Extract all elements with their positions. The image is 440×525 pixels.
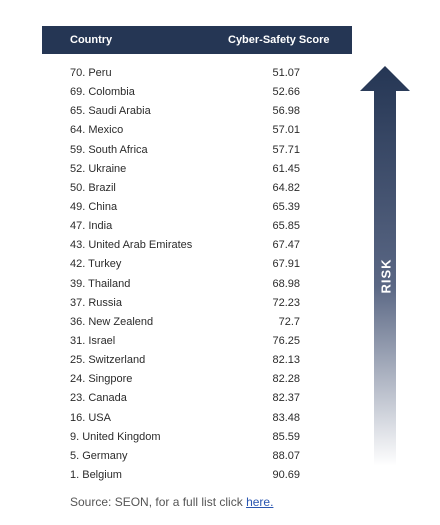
table-row: 70. Peru 51.07 [0,64,360,83]
score-cell: 57.01 [272,124,300,137]
score-cell: 83.48 [272,411,300,424]
country-cell: 47. India [70,220,113,233]
risk-label: RISK [378,258,394,294]
country-cell: 50. Brazil [70,181,116,194]
table-row: 37. Russia 72.23 [0,294,360,313]
table-row: 47. India 65.85 [0,217,360,236]
score-cell: 90.69 [272,468,300,481]
country-cell: 31. Israel [70,334,116,347]
country-cell: 23. Canada [70,392,127,405]
country-cell: 49. China [70,200,118,213]
score-cell: 76.25 [272,334,300,347]
table-header: Country Cyber-Safety Score [42,26,352,54]
score-cell: 65.39 [272,200,300,213]
table-row: 16. USA 83.48 [0,409,360,428]
table-row: 39. Thailand 68.98 [0,275,360,294]
score-cell: 72.7 [278,315,300,328]
table-row: 1. Belgium 90.69 [0,466,360,485]
country-cell: 5. Germany [70,449,128,462]
source-link[interactable]: here. [246,495,274,509]
score-cell: 57.71 [272,143,300,156]
source-note: Source: SEON, for a full list click here… [70,495,273,509]
score-cell: 88.07 [272,449,300,462]
country-cell: 52. Ukraine [70,162,127,175]
table-row: 25. Switzerland 82.13 [0,351,360,370]
table-row: 64. Mexico 57.01 [0,121,360,140]
score-cell: 56.98 [272,105,300,118]
score-cell: 82.28 [272,373,300,386]
score-cell: 52.66 [272,86,300,99]
table-row: 24. Singpore 82.28 [0,370,360,389]
score-cell: 68.98 [272,277,300,290]
score-cell: 82.37 [272,392,300,405]
country-cell: 69. Colombia [70,86,135,99]
ranking-table-body: 70. Peru 51.07 69. Colombia 52.66 65. Saudi … [0,64,360,485]
country-cell: 9. United Kingdom [70,430,161,443]
table-row: 31. Israel 76.25 [0,332,360,351]
table-row: 42. Turkey 67.91 [0,255,360,274]
country-column-header: Country [70,34,113,46]
country-cell: 43. United Arab Emirates [70,239,193,252]
score-cell: 65.85 [272,220,300,233]
table-row: 69. Colombia 52.66 [0,83,360,102]
score-cell: 67.47 [272,239,300,252]
country-cell: 70. Peru [70,67,112,79]
country-cell: 37. Russia [70,296,122,309]
score-column-header: Cyber-Safety Score [228,34,330,46]
score-cell: 51.07 [272,67,300,79]
table-row: 52. Ukraine 61.45 [0,160,360,179]
country-cell: 39. Thailand [70,277,131,290]
country-cell: 65. Saudi Arabia [70,105,151,118]
score-cell: 61.45 [272,162,300,175]
country-cell: 42. Turkey [70,258,122,271]
table-row: 50. Brazil 64.82 [0,179,360,198]
score-cell: 67.91 [272,258,300,271]
country-cell: 16. USA [70,411,111,424]
table-row: 5. Germany 88.07 [0,447,360,466]
table-row: 36. New Zealend 72.7 [0,313,360,332]
table-row: 23. Canada 82.37 [0,389,360,408]
country-cell: 36. New Zealend [70,315,154,328]
country-cell: 59. South Africa [70,143,148,156]
risk-arrow-icon [360,66,410,466]
table-row: 9. United Kingdom 85.59 [0,428,360,447]
score-cell: 64.82 [272,181,300,194]
table-row: 59. South Africa 57.71 [0,141,360,160]
country-cell: 1. Belgium [70,468,122,481]
source-text: Source: SEON, for a full list click [70,495,247,509]
table-row: 49. China 65.39 [0,198,360,217]
country-cell: 24. Singpore [70,373,133,386]
score-cell: 72.23 [272,296,300,309]
country-cell: 25. Switzerland [70,354,146,367]
country-cell: 64. Mexico [70,124,124,137]
risk-arrow-shape [360,66,410,466]
score-cell: 82.13 [272,354,300,367]
table-row: 43. United Arab Emirates 67.47 [0,236,360,255]
table-row: 65. Saudi Arabia 56.98 [0,102,360,121]
score-cell: 85.59 [272,430,300,443]
